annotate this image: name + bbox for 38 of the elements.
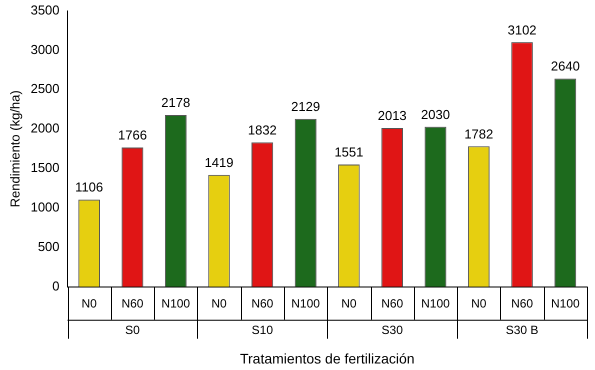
data-label: 1551 [334, 144, 364, 160]
data-label: 3102 [508, 22, 537, 38]
x-tick-label: N100 [291, 296, 320, 310]
data-label: 1832 [248, 122, 277, 138]
x-tick-label: N60 [381, 296, 404, 310]
x-tick-label: N100 [551, 296, 580, 310]
text: S0 [125, 323, 140, 338]
data-label: 1782 [464, 126, 494, 142]
x-tick-label: N0 [81, 296, 98, 310]
y-axis-title: Rendimiento (kg/ha) [7, 90, 22, 208]
x-tick-label: N60 [511, 296, 534, 310]
text: S30 [382, 323, 404, 338]
x-tick-label: N0 [341, 296, 357, 310]
data-label: 2013 [378, 108, 407, 124]
y-tick-label: 500 [38, 238, 60, 254]
data-label: 1766 [118, 128, 147, 143]
x-tick-label: N60 [251, 296, 274, 310]
x-tick-label: N100 [161, 296, 190, 310]
x-tick-label: N0 [211, 296, 228, 310]
data-label: 2030 [421, 106, 450, 122]
x-tick-label: N100 [421, 296, 450, 310]
y-tick-label: 3500 [30, 2, 60, 18]
y-tick-label: 3000 [30, 42, 60, 57]
y-tick-label: 1000 [30, 200, 60, 215]
y-tick-label: 2500 [30, 81, 60, 96]
data-label: 1106 [75, 180, 104, 195]
data-label: 1419 [204, 154, 234, 170]
text: S10 [252, 323, 274, 338]
x-tick-label: N0 [471, 296, 487, 310]
data-label: 2640 [550, 58, 580, 74]
x-tick-label: N60 [121, 296, 144, 310]
x-axis-title: Tratamientos de fertilización [240, 350, 415, 366]
y-tick-label: 0 [52, 278, 60, 294]
data-label: 2178 [161, 95, 190, 110]
text: S30 B [506, 323, 538, 338]
data-label: 2129 [291, 98, 320, 114]
y-tick-label: 1500 [30, 160, 60, 176]
y-tick-label: 2000 [30, 120, 60, 136]
